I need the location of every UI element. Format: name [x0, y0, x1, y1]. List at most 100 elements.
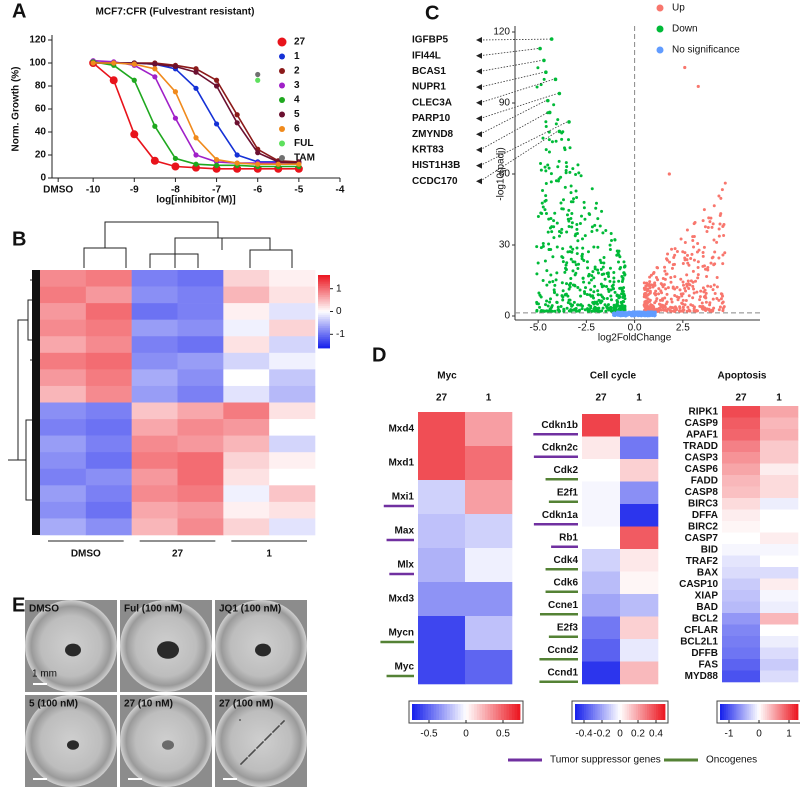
cloud-dot [613, 290, 617, 294]
cloud-dot [545, 283, 549, 287]
cloud-dot [636, 312, 640, 316]
cloud-dot [704, 291, 708, 295]
cloud-dot [561, 289, 565, 293]
heatmap-cell [85, 336, 132, 354]
cloud-dot [584, 286, 588, 290]
colorbar-step [644, 704, 648, 720]
colorbar-step [733, 704, 736, 720]
colorbar-step [656, 704, 659, 720]
heatmap-cell [269, 352, 316, 370]
cloud-dot [713, 250, 717, 254]
colorbar-step [579, 704, 583, 720]
heatmap-cell [269, 402, 316, 420]
colorbar-step [318, 331, 330, 334]
legend-marker [656, 25, 664, 33]
cloud-dot [585, 260, 589, 264]
cloud-dot [579, 294, 583, 298]
debris [256, 747, 258, 749]
heatmap-title: Apoptosis [718, 371, 767, 382]
heatmap-cell [418, 446, 466, 481]
cloud-dot [539, 211, 543, 215]
cloud-dot [687, 263, 691, 267]
cloud-dot [563, 185, 567, 189]
cloud-dot [673, 309, 677, 313]
heatmap-cell [177, 352, 224, 370]
cloud-dot [546, 230, 550, 234]
colorbar-step [786, 704, 789, 720]
heatmap-cell [85, 402, 132, 420]
x-tick-label: -5 [294, 185, 303, 196]
heatmap-cell [465, 412, 513, 447]
heatmap-cell [223, 452, 270, 470]
cloud-dot [544, 211, 548, 215]
labeled-point [545, 98, 550, 103]
colorbar-step [422, 704, 426, 720]
heatmap-cell [177, 286, 224, 304]
data-point [296, 161, 302, 167]
debris [280, 723, 282, 725]
colorbar-step [790, 704, 793, 720]
heatmap-cell [620, 661, 659, 685]
debris [269, 734, 271, 736]
fit-line [93, 62, 299, 164]
cloud-dot [679, 292, 683, 296]
heatmap-cell [177, 270, 224, 287]
heatmap-cell [722, 601, 761, 614]
data-point [193, 135, 199, 141]
heatmap-cell [760, 613, 799, 625]
cloud-dot [623, 297, 627, 301]
label-arrow [479, 48, 539, 57]
cloud-dot [556, 179, 560, 183]
colorbar-step [770, 704, 774, 720]
heatmap-cell [760, 521, 799, 533]
cloud-dot [684, 299, 688, 303]
cloud-dot [656, 278, 660, 282]
colorbar-step [318, 304, 330, 307]
cloud-dot [577, 262, 581, 266]
cloud-dot [722, 223, 726, 227]
cloud-dot [565, 306, 569, 310]
heatmap-cell [760, 670, 799, 683]
heatmap-cell [131, 352, 178, 370]
y-tick-label: 60 [499, 169, 511, 180]
column-group-label: 1 [266, 549, 272, 560]
colorbar-step [784, 704, 787, 720]
colorbar-step [755, 704, 758, 720]
heatmap-cell [177, 369, 224, 387]
colorbar-step [577, 704, 580, 720]
data-point [255, 161, 261, 167]
cloud-dot [605, 271, 609, 275]
gene-label: TRAF2 [686, 556, 719, 567]
cloud-dot [701, 286, 705, 290]
heatmap-cell [722, 532, 761, 545]
heatmap-cell [620, 526, 659, 550]
colorbar-tick-label: 0 [336, 306, 342, 317]
cloud-dot [670, 247, 674, 251]
colorbar-step [318, 275, 330, 278]
heatmap-cell [620, 436, 659, 460]
cloud-dot [646, 292, 650, 296]
cloud-dot [612, 271, 616, 275]
cloud-dot [620, 275, 624, 279]
gene-label: E2f3 [557, 622, 579, 633]
heatmap-cell [269, 369, 316, 387]
colorbar-step [466, 704, 470, 720]
cloud-dot [571, 260, 575, 264]
cloud-dot [574, 263, 578, 267]
cloud-dot [535, 85, 539, 89]
arrow-head [476, 37, 482, 43]
heatmap-cell [131, 286, 178, 304]
cloud-dot [717, 298, 721, 302]
gene-label: Cdkn2c [542, 442, 579, 453]
cloud-dot [711, 255, 715, 259]
cloud-dot [676, 298, 680, 302]
heatmap-cell [760, 567, 799, 579]
legend-marker [279, 155, 285, 161]
cloud-dot [544, 120, 548, 124]
cloud-dot [654, 292, 658, 296]
gene-label: KRT83 [412, 145, 444, 156]
cloud-dot [554, 278, 558, 282]
cloud-dot [547, 248, 551, 252]
cloud-dot [646, 297, 650, 301]
cloud-dot [576, 266, 580, 270]
